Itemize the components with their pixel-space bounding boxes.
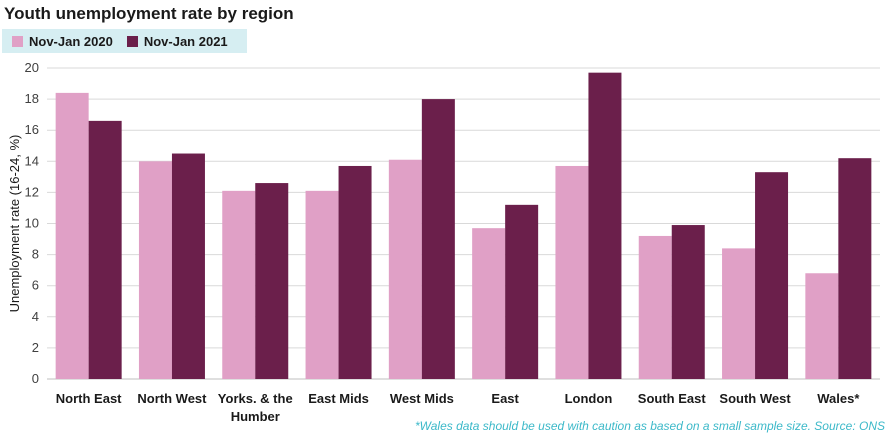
bar-2 <box>671 225 705 379</box>
bar-2 <box>588 72 622 379</box>
y-tick-label: 20 <box>25 60 39 75</box>
x-tick-label: Yorks. & the <box>218 391 293 406</box>
x-tick-label: East <box>491 391 519 406</box>
x-tick-label: North West <box>137 391 207 406</box>
legend-label-series2: Nov-Jan 2021 <box>143 33 228 49</box>
y-tick-label: 6 <box>32 278 39 293</box>
x-tick-label: South East <box>638 391 707 406</box>
bar-2 <box>171 153 205 379</box>
x-tick-label: East Mids <box>308 391 369 406</box>
footnote: *Wales data should be used with caution … <box>414 419 885 433</box>
x-tick-label: Humber <box>231 409 280 424</box>
bar-1 <box>805 273 839 379</box>
bar-2 <box>755 172 789 379</box>
y-tick-label: 14 <box>25 153 39 168</box>
y-axis-label: Unemployment rate (16-24, %) <box>7 135 22 313</box>
y-tick-label: 2 <box>32 340 39 355</box>
bar-1 <box>388 159 422 379</box>
y-tick-label: 10 <box>25 216 39 231</box>
legend-label-series1: Nov-Jan 2020 <box>29 33 113 49</box>
y-tick-label: 16 <box>25 122 39 137</box>
bar-1 <box>472 228 506 379</box>
bar-1 <box>222 190 256 379</box>
y-tick-label: 0 <box>32 371 39 386</box>
bar-2 <box>505 204 539 379</box>
legend-item-series2: Nov-Jan 2021 <box>126 33 228 49</box>
y-tick-label: 8 <box>32 247 39 262</box>
x-tick-label: South West <box>719 391 791 406</box>
y-tick-label: 18 <box>25 91 39 106</box>
x-tick-label: North East <box>56 391 122 406</box>
bar-1 <box>55 92 89 379</box>
chart-title: Youth unemployment rate by region <box>4 4 294 23</box>
bar-1 <box>305 190 339 379</box>
legend-item-series1: Nov-Jan 2020 <box>12 34 113 49</box>
bar-1 <box>555 165 589 379</box>
y-tick-label: 12 <box>25 184 39 199</box>
bar-1 <box>138 161 172 379</box>
bar-1 <box>722 248 756 379</box>
x-tick-label: London <box>565 391 613 406</box>
x-tick-label: West Mids <box>390 391 454 406</box>
bar-2 <box>338 165 372 379</box>
bar-2 <box>838 158 872 379</box>
bar-2 <box>88 120 122 380</box>
bar-2 <box>421 99 455 379</box>
legend-swatch-series1 <box>12 35 23 47</box>
x-tick-label: Wales* <box>817 391 860 406</box>
legend-swatch-series2 <box>126 35 138 47</box>
legend: Nov-Jan 2020 Nov-Jan 2021 <box>2 29 247 53</box>
bar-1 <box>638 235 672 379</box>
y-tick-label: 4 <box>32 309 39 324</box>
bar-2 <box>255 183 289 379</box>
